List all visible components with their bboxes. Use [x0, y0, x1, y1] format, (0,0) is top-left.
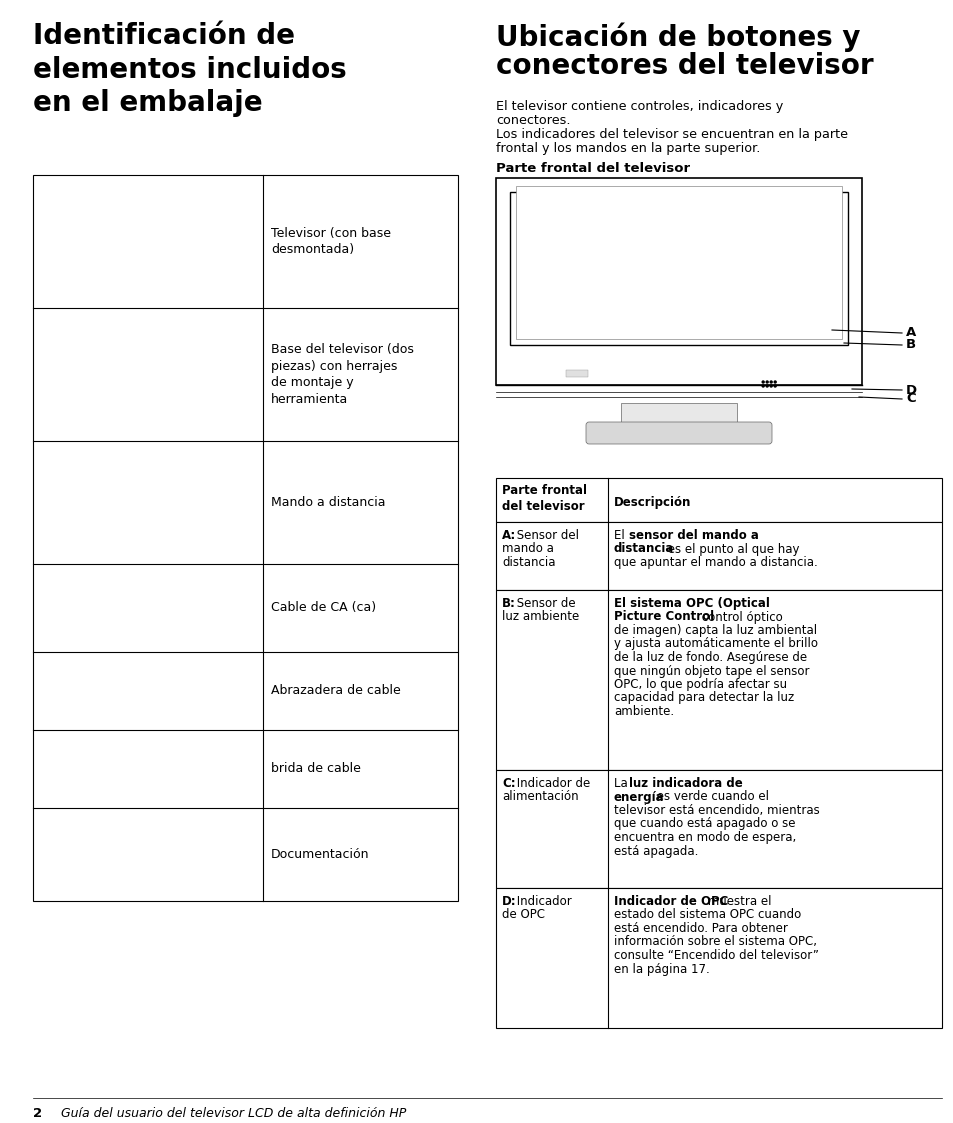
Text: C: C: [905, 393, 915, 405]
Text: ambiente.: ambiente.: [614, 705, 674, 718]
FancyBboxPatch shape: [585, 422, 771, 444]
Circle shape: [765, 381, 767, 383]
Text: es verde cuando el: es verde cuando el: [653, 791, 768, 803]
Text: estado del sistema OPC cuando: estado del sistema OPC cuando: [614, 909, 801, 922]
Bar: [620, 403, 737, 423]
Text: que ningún objeto tape el sensor: que ningún objeto tape el sensor: [614, 665, 809, 677]
Text: información sobre el sistema OPC,: información sobre el sistema OPC,: [614, 935, 816, 949]
Text: D:: D:: [501, 895, 517, 909]
Text: frontal y los mandos en la parte superior.: frontal y los mandos en la parte superio…: [496, 141, 760, 155]
Bar: [496, 888, 941, 1028]
Bar: [496, 179, 862, 385]
Text: Descripción: Descripción: [614, 496, 691, 509]
Text: Base del televisor (dos
piezas) con herrajes
de montaje y
herramienta: Base del televisor (dos piezas) con herr…: [271, 344, 414, 405]
Text: A: A: [905, 327, 915, 339]
Text: control óptico: control óptico: [698, 611, 781, 623]
Bar: [510, 192, 847, 345]
Text: de imagen) capta la luz ambiental: de imagen) capta la luz ambiental: [614, 624, 817, 637]
Circle shape: [761, 385, 763, 387]
Text: brida de cable: brida de cable: [271, 763, 360, 776]
Text: El sistema OPC (Optical: El sistema OPC (Optical: [614, 597, 769, 610]
Circle shape: [761, 381, 763, 383]
Text: Documentación: Documentación: [271, 848, 369, 861]
Text: Sensor del: Sensor del: [513, 529, 578, 542]
Bar: [565, 369, 587, 377]
Text: distancia: distancia: [614, 542, 674, 556]
Text: de la luz de fondo. Asegúrese de: de la luz de fondo. Asegúrese de: [614, 651, 806, 664]
Text: muestra el: muestra el: [703, 895, 770, 909]
Text: y ajusta automáticamente el brillo: y ajusta automáticamente el brillo: [614, 638, 817, 650]
Text: El televisor contiene controles, indicadores y: El televisor contiene controles, indicad…: [496, 100, 782, 113]
Text: conectores del televisor: conectores del televisor: [496, 52, 873, 80]
Circle shape: [769, 385, 771, 387]
Text: televisor está encendido, mientras: televisor está encendido, mientras: [614, 804, 819, 818]
Text: D: D: [905, 383, 916, 396]
Text: encuentra en modo de espera,: encuentra en modo de espera,: [614, 831, 796, 844]
Text: Picture Control: Picture Control: [614, 611, 714, 623]
Text: Indicador de OPC: Indicador de OPC: [614, 895, 727, 909]
Text: Indicador: Indicador: [513, 895, 572, 909]
Bar: [33, 175, 457, 901]
Text: que apuntar el mando a distancia.: que apuntar el mando a distancia.: [614, 556, 817, 569]
Text: B: B: [905, 338, 915, 351]
Text: es el punto al que hay: es el punto al que hay: [663, 542, 799, 556]
Text: sensor del mando a: sensor del mando a: [628, 529, 758, 542]
Text: Los indicadores del televisor se encuentran en la parte: Los indicadores del televisor se encuent…: [496, 128, 847, 141]
Bar: [496, 478, 941, 522]
Text: 2: 2: [33, 1107, 42, 1120]
Bar: [496, 770, 941, 888]
Text: en la página 17.: en la página 17.: [614, 962, 709, 976]
Text: Cable de CA (ca): Cable de CA (ca): [271, 602, 375, 614]
Circle shape: [765, 385, 767, 387]
Text: Identificación de
elementos incluidos
en el embalaje: Identificación de elementos incluidos en…: [33, 22, 346, 117]
Text: consulte “Encendido del televisor”: consulte “Encendido del televisor”: [614, 949, 818, 962]
Text: está encendido. Para obtener: está encendido. Para obtener: [614, 922, 787, 935]
Text: Ubicación de botones y: Ubicación de botones y: [496, 22, 860, 52]
Text: OPC, lo que podría afectar su: OPC, lo que podría afectar su: [614, 678, 786, 691]
Text: luz indicadora de: luz indicadora de: [628, 777, 742, 789]
Text: luz ambiente: luz ambiente: [501, 611, 578, 623]
Text: está apagada.: está apagada.: [614, 844, 698, 858]
Text: distancia: distancia: [501, 556, 555, 569]
Text: C:: C:: [501, 777, 515, 789]
Text: alimentación: alimentación: [501, 791, 578, 803]
Bar: [496, 590, 941, 770]
Text: El: El: [614, 529, 628, 542]
Bar: [496, 522, 941, 590]
Text: energía: energía: [614, 791, 664, 803]
Text: Sensor de: Sensor de: [513, 597, 576, 610]
Text: mando a: mando a: [501, 542, 554, 556]
Text: Indicador de: Indicador de: [513, 777, 590, 789]
Text: Abrazadera de cable: Abrazadera de cable: [271, 685, 400, 697]
Text: Parte frontal
del televisor: Parte frontal del televisor: [501, 484, 586, 513]
Circle shape: [774, 381, 776, 383]
Text: conectores.: conectores.: [496, 115, 570, 127]
Text: capacidad para detectar la luz: capacidad para detectar la luz: [614, 692, 794, 704]
Bar: [516, 186, 841, 339]
Text: de OPC: de OPC: [501, 909, 544, 922]
Text: que cuando está apagado o se: que cuando está apagado o se: [614, 818, 795, 831]
Circle shape: [769, 381, 771, 383]
Text: La: La: [614, 777, 631, 789]
Text: A:: A:: [501, 529, 516, 542]
Text: B:: B:: [501, 597, 516, 610]
Text: Guía del usuario del televisor LCD de alta definición HP: Guía del usuario del televisor LCD de al…: [49, 1107, 406, 1120]
Text: Parte frontal del televisor: Parte frontal del televisor: [496, 162, 689, 175]
Text: Televisor (con base
desmontada): Televisor (con base desmontada): [271, 227, 391, 256]
Circle shape: [774, 385, 776, 387]
Text: Mando a distancia: Mando a distancia: [271, 496, 385, 509]
